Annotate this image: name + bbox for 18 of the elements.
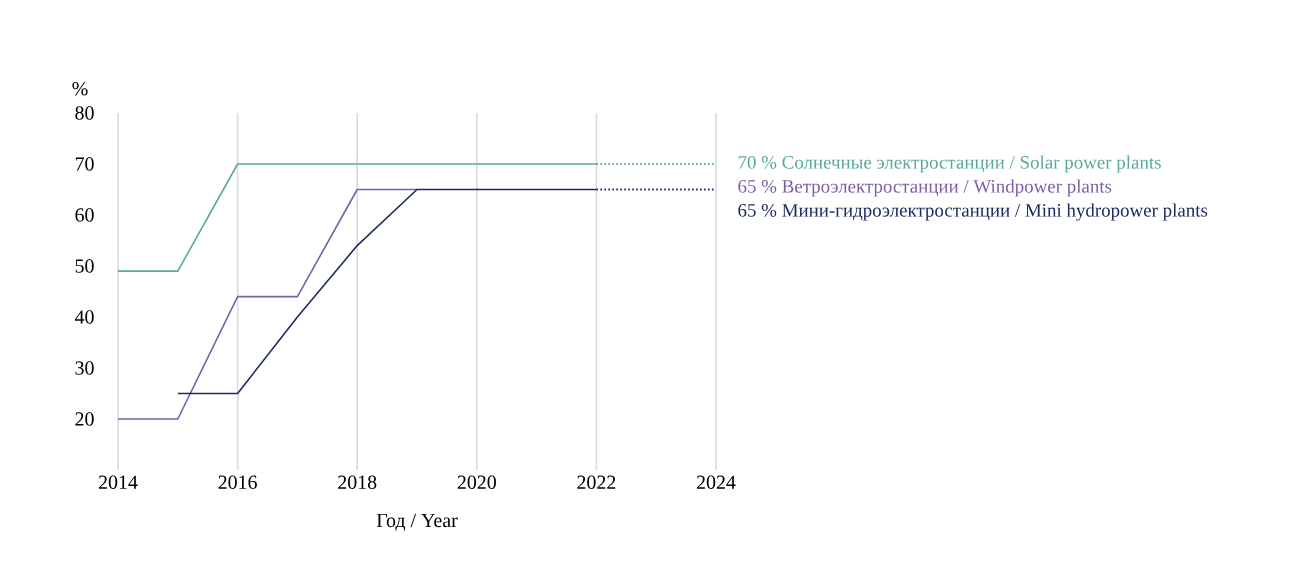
text: 70 % Солнечные электростанции / Solar power plants bbox=[738, 155, 1161, 173]
x-axis-title: Год / Year bbox=[376, 513, 458, 531]
y-tick-label: 20 bbox=[75, 412, 94, 426]
y-tick-label: 50 bbox=[75, 259, 94, 273]
text: 65 % Ветроэлектростанции / Windpower plants bbox=[738, 179, 1112, 197]
y-tick-label: 30 bbox=[75, 361, 94, 375]
y-tick-label: 60 bbox=[75, 208, 94, 222]
x-tick-label: 2020 bbox=[457, 475, 496, 489]
text: 65 % Мини-гидроэлектростанции / Mini hydropower plants bbox=[738, 203, 1208, 221]
y-axis-title: % bbox=[72, 81, 88, 96]
x-tick-label: 2022 bbox=[577, 475, 616, 489]
x-tick-label: 2018 bbox=[338, 475, 377, 489]
y-tick-label: 70 bbox=[75, 157, 94, 171]
x-tick-label: 2016 bbox=[218, 475, 257, 489]
y-tick-label: 40 bbox=[74, 310, 94, 324]
x-tick-label: 2014 bbox=[98, 475, 138, 489]
x-tick-label: 2024 bbox=[696, 475, 736, 489]
y-tick-label: 80 bbox=[75, 106, 94, 120]
